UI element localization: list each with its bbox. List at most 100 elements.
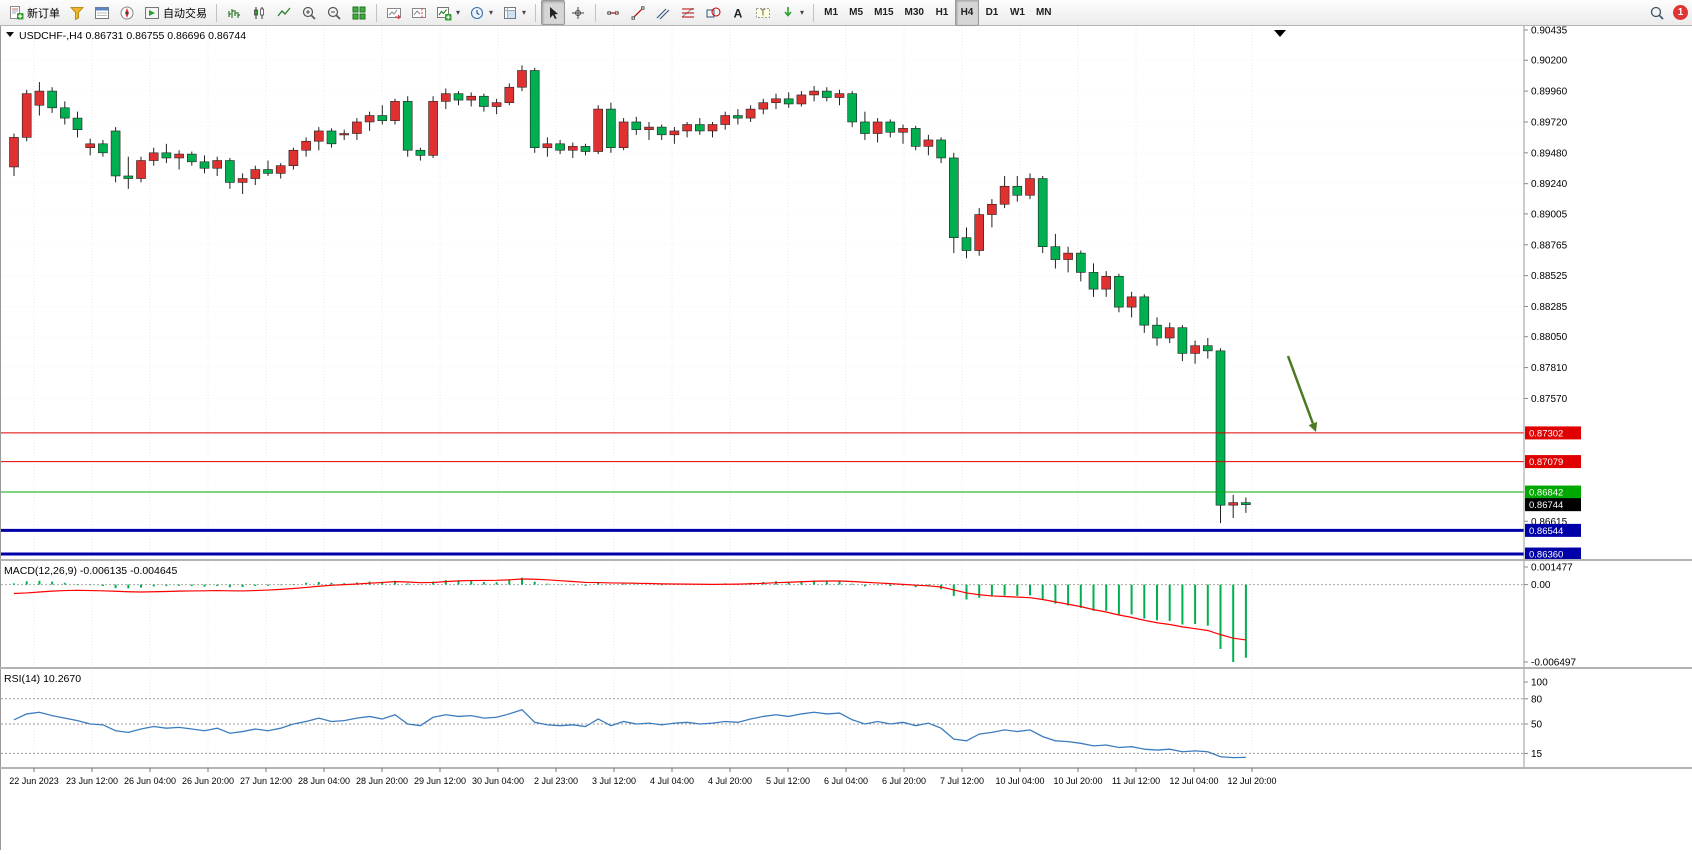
time-axis-label: 6 Jul 04:00 bbox=[824, 776, 868, 786]
candlestick bbox=[1127, 292, 1136, 318]
candlestick bbox=[1000, 176, 1009, 208]
candlestick bbox=[1114, 274, 1123, 313]
label-tool-button[interactable]: T bbox=[751, 0, 775, 25]
candlestick bbox=[429, 96, 438, 158]
candlestick bbox=[60, 101, 69, 124]
price-badge: 0.87079 bbox=[1525, 455, 1581, 468]
candlestick bbox=[746, 105, 755, 122]
market-watch-button[interactable] bbox=[65, 0, 89, 25]
candlestick bbox=[1191, 341, 1200, 364]
navigator-icon bbox=[119, 5, 135, 21]
chart-shift-button[interactable] bbox=[407, 0, 431, 25]
candlestick bbox=[302, 137, 311, 156]
timeframe-button-h1[interactable]: H1 bbox=[930, 0, 954, 26]
candlestick bbox=[98, 140, 107, 157]
timeframe-button-m5[interactable]: M5 bbox=[844, 0, 868, 26]
time-axis-label: 11 Jul 12:00 bbox=[1112, 776, 1160, 786]
data-window-button[interactable] bbox=[90, 0, 114, 25]
candlestick bbox=[645, 122, 654, 140]
toolbar-separator bbox=[376, 4, 377, 22]
svg-text:0.86544: 0.86544 bbox=[1529, 526, 1563, 537]
price-axis-label: 0.89005 bbox=[1531, 209, 1568, 220]
candlestick-chart-button[interactable] bbox=[247, 0, 271, 25]
rsi-axis-label: 50 bbox=[1531, 720, 1543, 731]
template-dropdown-button[interactable]: ▾ bbox=[498, 0, 530, 25]
horizontal-line-tool-button[interactable] bbox=[601, 0, 625, 25]
line-chart-icon bbox=[276, 5, 292, 21]
line-chart-button[interactable] bbox=[272, 0, 296, 25]
chart-shift-icon bbox=[411, 5, 427, 21]
candlestick bbox=[187, 152, 196, 166]
clock-icon bbox=[469, 5, 485, 21]
toolbar-separator bbox=[595, 4, 596, 22]
candlestick bbox=[505, 83, 514, 105]
chart-shift-marker[interactable] bbox=[1274, 30, 1286, 37]
timeframe-button-w1[interactable]: W1 bbox=[1005, 0, 1030, 26]
new-order-icon bbox=[8, 5, 24, 21]
candlestick bbox=[314, 127, 323, 150]
toolbar-separator bbox=[535, 4, 536, 22]
shapes-icon bbox=[705, 5, 721, 21]
timeframe-button-mn[interactable]: MN bbox=[1031, 0, 1057, 26]
time-axis-label: 28 Jun 20:00 bbox=[356, 776, 408, 786]
text-tool-button[interactable]: A bbox=[726, 0, 750, 25]
notification-badge[interactable]: 1 bbox=[1673, 5, 1688, 20]
candlestick bbox=[1178, 325, 1187, 361]
trend-line-tool-button[interactable] bbox=[626, 0, 650, 25]
shapes-tool-button[interactable] bbox=[701, 0, 725, 25]
timeframe-button-h4[interactable]: H4 bbox=[955, 0, 979, 26]
auto-scroll-button[interactable] bbox=[382, 0, 406, 25]
time-axis-label: 29 Jun 12:00 bbox=[414, 776, 466, 786]
new-chart-button[interactable]: ▾ bbox=[432, 0, 464, 25]
macd-label: MACD(12,26,9) -0.006135 -0.004645 bbox=[4, 565, 178, 577]
price-axis-label: 0.88765 bbox=[1531, 240, 1568, 251]
price-axis-label: 0.89480 bbox=[1531, 148, 1568, 159]
timeframe-button-m1[interactable]: M1 bbox=[819, 0, 843, 26]
navigator-button[interactable] bbox=[115, 0, 139, 25]
period-dropdown-button[interactable]: ▾ bbox=[465, 0, 497, 25]
rsi-axis-label: 15 bbox=[1531, 749, 1543, 760]
zoom-out-icon bbox=[326, 5, 342, 21]
horizontal-line-icon bbox=[605, 5, 621, 21]
crosshair-tool-button[interactable] bbox=[566, 0, 590, 25]
chevron-down-icon: ▾ bbox=[456, 8, 460, 17]
candlestick bbox=[518, 65, 527, 91]
toolbar-separator bbox=[216, 4, 217, 22]
candlestick bbox=[695, 118, 704, 135]
price-axis-label: 0.90200 bbox=[1531, 56, 1568, 67]
auto-trading-button[interactable]: 自动交易 bbox=[140, 0, 211, 25]
trend-arrow-annotation[interactable] bbox=[1288, 356, 1317, 432]
time-axis-label: 10 Jul 20:00 bbox=[1053, 776, 1102, 786]
template-icon bbox=[502, 5, 518, 21]
zoom-in-button[interactable] bbox=[297, 0, 321, 25]
arrows-dropdown-button[interactable]: ▾ bbox=[776, 0, 808, 25]
timeframe-button-m30[interactable]: M30 bbox=[900, 0, 929, 26]
channel-tool-button[interactable] bbox=[651, 0, 675, 25]
candlestick bbox=[797, 91, 806, 106]
candlestick bbox=[1038, 176, 1047, 253]
bar-chart-button[interactable] bbox=[222, 0, 246, 25]
cursor-tool-button[interactable] bbox=[541, 0, 565, 25]
arrow-stamp-icon bbox=[780, 5, 796, 21]
new-order-button[interactable]: 新订单 bbox=[4, 0, 64, 25]
candlestick bbox=[860, 112, 869, 140]
candlestick bbox=[391, 99, 400, 125]
zoom-out-button[interactable] bbox=[322, 0, 346, 25]
tile-windows-button[interactable] bbox=[347, 0, 371, 25]
time-axis-label: 28 Jun 04:00 bbox=[298, 776, 350, 786]
svg-text:0.87302: 0.87302 bbox=[1529, 428, 1563, 439]
time-axis-label: 2 Jul 23:00 bbox=[534, 776, 578, 786]
time-axis-label: 10 Jul 04:00 bbox=[995, 776, 1044, 786]
tile-windows-icon bbox=[351, 5, 367, 21]
fibonacci-tool-button[interactable] bbox=[676, 0, 700, 25]
rsi-line bbox=[14, 710, 1246, 758]
candlestick bbox=[606, 103, 615, 153]
candlestick bbox=[810, 86, 819, 101]
search-button[interactable] bbox=[1645, 0, 1669, 25]
trend-line-icon bbox=[630, 5, 646, 21]
time-axis-label: 12 Jul 20:00 bbox=[1227, 776, 1276, 786]
price-chart-canvas[interactable]: USDCHF-,H4 0.86731 0.86755 0.86696 0.867… bbox=[0, 26, 1692, 850]
timeframe-button-m15[interactable]: M15 bbox=[869, 0, 898, 26]
candlestick bbox=[1076, 251, 1085, 282]
timeframe-button-d1[interactable]: D1 bbox=[980, 0, 1004, 26]
